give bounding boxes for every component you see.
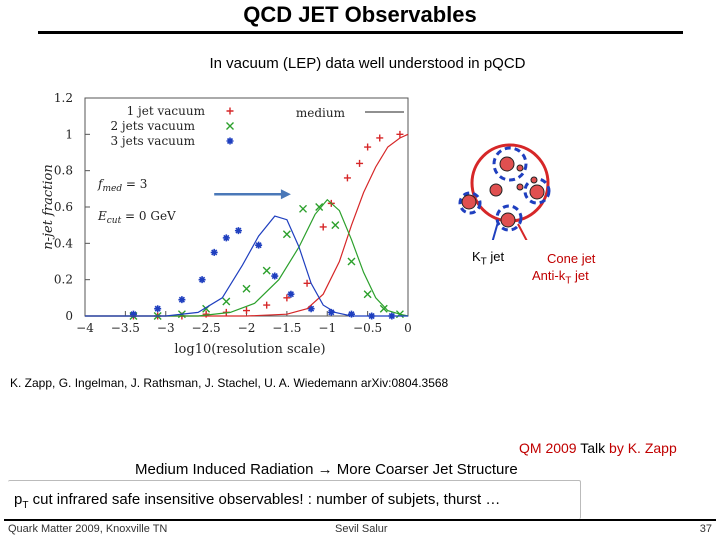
series-line-3-jets-medium [85,215,408,317]
y-tick-label: 0.2 [54,273,73,287]
particle [489,183,503,197]
x-tick-label: 0 [404,321,412,335]
series-point-3-jets-vacuum [222,234,230,242]
series-point-3-jets-vacuum [198,276,206,284]
kt-subjet-circle-bottom [495,204,523,232]
chart-legend: 1 jet vacuum 2 jets vacuum 3 jets vacuum… [110,104,404,148]
series-point-2-jets-vacuum [262,266,271,275]
series-line-2-jets-medium [85,198,409,317]
pt-cut-statement: pT cut infrared safe insensitive observa… [14,491,501,511]
title-underline [38,31,683,34]
y-tick-label: 0.4 [54,236,73,250]
x-tick-label: −3.5 [111,321,140,335]
series-point-3-jets-vacuum [210,248,218,256]
talk-reference: QM 2009 Talk by K. Zapp [519,440,677,456]
series-point-3-jets-vacuum [307,305,315,313]
particle [500,212,516,228]
series-point-3-jets-vacuum [287,290,295,298]
kt-pointer-line [491,221,499,240]
particle [499,156,515,172]
series-point-3-jets-vacuum [347,310,355,318]
series-point-2-jets-vacuum [331,221,340,230]
series-point-3-jets-vacuum [327,308,335,316]
series-point-3-jets-vacuum [255,241,263,249]
cone-pointer-line [517,223,528,240]
series-point-1-jet-vacuum [376,134,384,142]
series-point-1-jet-vacuum [356,159,364,167]
y-tick-label: 0 [65,309,73,323]
series-point-2-jets-vacuum [379,304,388,313]
series-point-2-jets-vacuum [242,284,251,293]
x-tick-label: −0.5 [353,321,382,335]
series-point-2-jets-vacuum [347,257,356,266]
series-point-3-jets-vacuum [129,310,137,318]
series-point-1-jet-vacuum [283,294,291,302]
x-tick-label: −2.5 [192,321,221,335]
series-point-2-jets-vacuum [315,203,324,211]
series-point-1-jet-vacuum [364,143,372,151]
y-tick-label: 1.2 [54,91,73,105]
series-point-2-jets-vacuum [299,204,308,213]
slide-subtitle: In vacuum (LEP) data well understood in … [209,55,526,72]
y-axis-label: n-jet fraction [41,164,56,249]
kt-subjet-circle-top [492,146,528,182]
cone-jet-label: Cone jet [547,251,596,266]
kt-subjet-circle-right [523,177,551,205]
series-point-3-jets-vacuum [154,305,162,313]
footer-conference: Quark Matter 2009, Knoxville TN [8,523,168,535]
legend-entry-1jet: 1 jet vacuum [127,104,206,118]
x-axis-label: log10(resolution scale) [174,342,325,357]
series-point-1-jet-vacuum [243,307,250,315]
x-tick-label: −2 [238,321,256,335]
footer-page-number: 37 [699,523,712,535]
y-tick-label: 0.8 [54,164,73,178]
footer-divider [4,519,716,521]
medium-radiation-statement: Medium Induced Radiation → More Coarser … [135,461,518,478]
legend-entry-medium: medium [296,106,346,120]
jet-cartoon [458,143,551,240]
series-point-2-jets-vacuum [363,290,372,299]
series-point-3-jets-vacuum [178,296,186,304]
series-line-1-jet-medium [85,133,409,317]
kt-subjet-circle-left [458,191,482,215]
particle [529,184,545,200]
y-tick-label: 1 [65,127,73,141]
annotation-ecut: Ecut = 0 GeV [97,209,176,226]
series-point-1-jet-vacuum [263,301,271,309]
series-point-2-jets-vacuum [282,230,291,239]
series-point-3-jets-vacuum [234,227,242,235]
legend-marker-3jets [226,137,234,145]
njet-fraction-chart: 0 0.2 0.4 0.6 0.8 1 1.2 −4 −3.5 −3 −2.5 −2 −1.5 −1 −0… [41,91,412,357]
x-tick-label: −4 [76,321,94,335]
series-point-2-jets-vacuum [222,297,231,306]
particle [516,164,524,172]
legend-marker-2jets [226,122,234,130]
pt-cut-box [8,480,581,519]
series-point-1-jet-vacuum [303,279,311,287]
paper-citation: K. Zapp, G. Ingelman, J. Rathsman, J. St… [10,376,449,390]
particle [530,176,538,184]
x-tick-label: −3 [157,321,175,335]
cone-jet-circle [470,143,550,223]
kt-jet-label: KT jet [472,249,505,268]
x-tick-label: −1 [318,321,336,335]
slide-title: QCD JET Observables [243,2,477,27]
series-point-1-jet-vacuum [396,130,404,138]
anti-kt-jet-label: Anti-kT jet [532,268,589,287]
particle [461,194,477,210]
series-point-1-jet-vacuum [319,223,327,231]
footer-author: Sevil Salur [335,523,388,535]
shift-arrow-head [280,189,291,200]
series-point-1-jet-vacuum [343,174,351,182]
particle [516,183,524,191]
y-tick-label: 0.6 [54,200,73,214]
annotation-fmed: fmed = 3 [97,177,147,194]
legend-entry-3jets: 3 jets vacuum [110,134,195,148]
legend-marker-1jet [226,107,234,115]
legend-entry-2jets: 2 jets vacuum [110,119,195,133]
x-tick-label: −1.5 [272,321,301,335]
series-point-3-jets-vacuum [271,272,279,280]
